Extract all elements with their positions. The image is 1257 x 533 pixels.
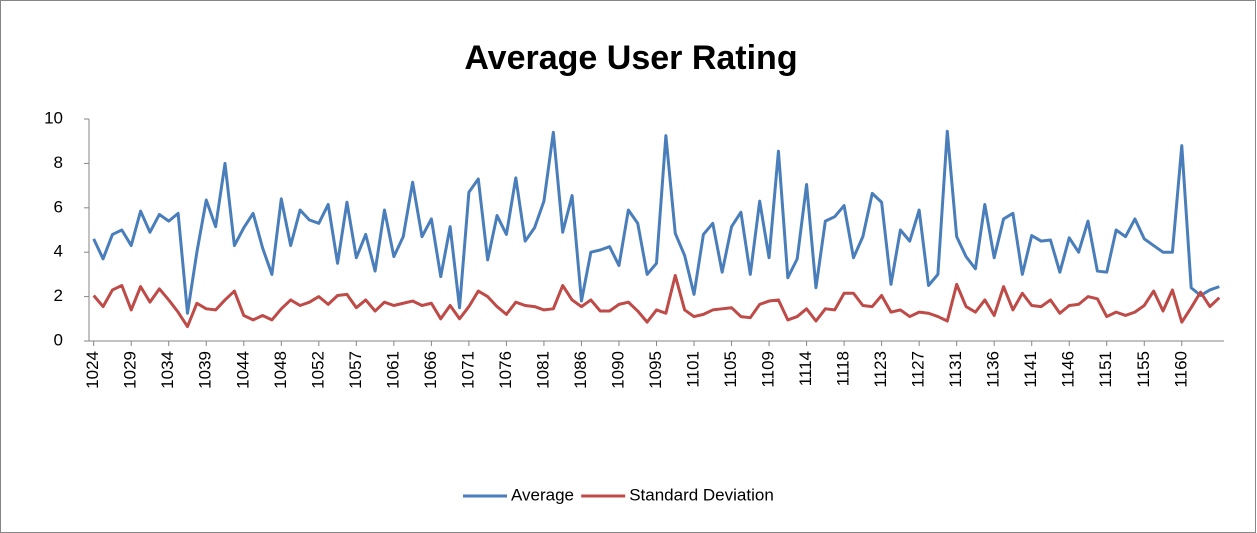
x-tick-label: 1151 [1096, 351, 1115, 388]
x-tick-label: 1071 [458, 351, 477, 389]
x-tick-label: 1086 [571, 351, 590, 389]
x-tick-label: 1029 [121, 351, 140, 389]
y-tick-label: 4 [54, 242, 63, 261]
x-tick-label: 1057 [346, 351, 365, 389]
x-tick-label: 1052 [308, 351, 327, 389]
x-tick-label: 1123 [871, 351, 890, 388]
x-tick-label: 1160 [1171, 351, 1190, 388]
x-tick-label: 1024 [83, 351, 102, 389]
x-tick-label: 1076 [496, 351, 515, 389]
x-tick-label: 1090 [608, 351, 627, 389]
x-tick-label: 1131 [946, 351, 965, 388]
x-tick-label: 1101 [684, 351, 703, 388]
x-tick-label: 1044 [233, 351, 252, 389]
y-tick-label: 10 [44, 108, 63, 127]
x-tick-label: 1095 [646, 351, 665, 389]
x-tick-label: 1136 [984, 351, 1003, 388]
x-tick-label: 1109 [759, 351, 778, 388]
legend-label: Average [511, 485, 574, 504]
x-tick-label: 1155 [1134, 351, 1153, 388]
chart-title: Average User Rating [464, 39, 797, 77]
x-tick-label: 1066 [421, 351, 440, 389]
x-tick-label: 1105 [721, 351, 740, 388]
x-tick-label: 1081 [533, 351, 552, 389]
x-tick-label: 1118 [834, 351, 853, 386]
x-tick-label: 1034 [158, 351, 177, 389]
x-tick-label: 1127 [909, 351, 928, 388]
y-tick-label: 8 [54, 153, 63, 172]
x-tick-label: 1114 [796, 351, 815, 386]
series-line [92, 129, 1220, 315]
x-tick-label: 1141 [1021, 351, 1040, 388]
x-tick-label: 1061 [383, 351, 402, 389]
y-tick-label: 0 [54, 330, 63, 349]
y-tick-label: 2 [54, 286, 63, 305]
y-tick-label: 6 [54, 197, 63, 216]
series-line [92, 274, 1221, 329]
legend-label: Standard Deviation [629, 485, 774, 504]
x-tick-label: 1048 [271, 351, 290, 389]
x-tick-label: 1039 [196, 351, 215, 389]
x-tick-label: 1146 [1059, 351, 1078, 388]
